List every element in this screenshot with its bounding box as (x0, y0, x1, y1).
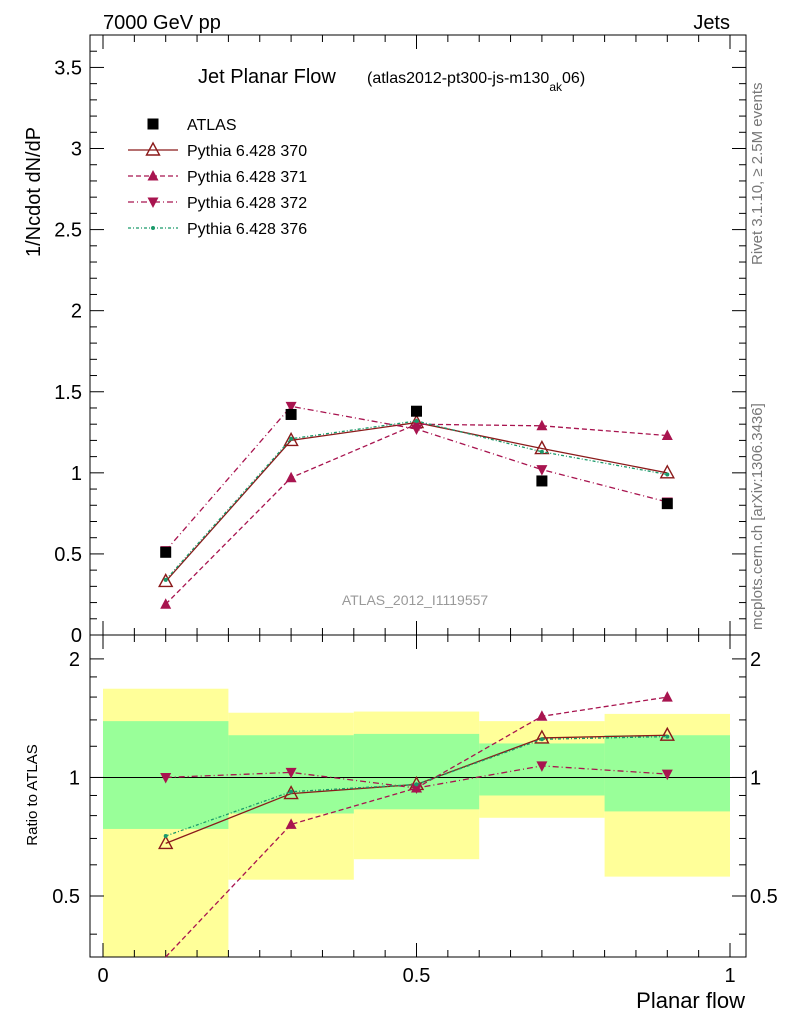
ratio-tick-label-right: 1 (750, 767, 761, 789)
header-right: Jets (693, 12, 730, 34)
chart-subtitle: (atlas2012-pt300-js-m130ak06) (367, 70, 585, 94)
legend-marker (147, 118, 159, 130)
y-tick-label: 1.5 (54, 382, 82, 404)
series-3-point (536, 465, 548, 476)
ratio-tick-label-right: 0.5 (750, 886, 778, 908)
series-4-point (163, 577, 168, 582)
y-tick-label: 1 (71, 463, 82, 485)
series-4-point (665, 472, 670, 477)
series-4-point (539, 449, 544, 454)
series-1-point (158, 573, 174, 588)
series-1-line (165, 421, 668, 582)
legend-entry: Pythia 6.428 371 (187, 169, 307, 186)
ratio-series-group (158, 691, 675, 958)
band-inner-bin (353, 733, 480, 810)
series-1-ratio-point (659, 726, 675, 741)
series-4-ratio-point (414, 782, 419, 787)
series-2-point (661, 429, 673, 441)
series-4-ratio-point (665, 734, 670, 739)
series-1-point (659, 464, 675, 479)
main-series-group (158, 401, 675, 609)
legend-marker (147, 197, 159, 208)
legend-marker (151, 226, 155, 230)
y-axis-label: 1/Ncdot dN/dP (23, 127, 45, 257)
legend: ATLAS Pythia 6.428 370 Pythia 6.428 371 Pyt… (128, 117, 307, 238)
legend-marker (147, 170, 159, 181)
series-3-point (411, 424, 422, 436)
series-2-ratio-point (285, 818, 297, 829)
y-tick-label: 2.5 (54, 220, 82, 242)
ratio-tick-label-left: 2 (69, 649, 80, 671)
legend-marker (145, 141, 161, 156)
series-1-ratio-point (534, 729, 550, 744)
legend-entry: Pythia 6.428 370 (187, 143, 307, 160)
series-2-point (160, 598, 172, 609)
series-3-ratio-point (285, 767, 297, 779)
ratio-y-axis-label: Ratio to ATLAS (24, 744, 41, 845)
chart-subtitle-end: 06) (562, 70, 585, 87)
series-4-ratio-point (163, 834, 168, 839)
series-4-ratio-point (289, 789, 294, 794)
series-3-ratio-point (411, 783, 422, 795)
series-0-point (285, 408, 297, 420)
y-tick-label: 3.5 (54, 57, 82, 79)
series-4-point (414, 418, 419, 423)
chart-subtitle-sub: ak (549, 80, 563, 94)
x-tick-label: 0.5 (403, 965, 431, 987)
legend-entry: Pythia 6.428 376 (187, 221, 307, 238)
series-1-ratio-point (158, 834, 174, 850)
axis-ticks (90, 35, 746, 957)
series-2-point (536, 419, 548, 431)
y-tick-label: 2 (71, 301, 82, 323)
series-2-line (165, 423, 668, 605)
series-4-line (165, 420, 668, 581)
axis-tick-labels: 00.511.522.533.50.5 0.51 12 20 0.5 1 (52, 57, 778, 987)
x-axis-label: Planar flow (636, 988, 745, 1013)
series-4-point (289, 436, 294, 441)
series-1-point (283, 431, 299, 447)
series-0-point (160, 546, 172, 558)
ratio-plot-frame (89, 634, 747, 958)
legend-entry: Pythia 6.428 372 (187, 195, 307, 212)
series-4-ratio-point (539, 737, 544, 742)
series-0-point (411, 405, 422, 417)
series-0-point (661, 498, 673, 510)
y-tick-label: 0.5 (54, 544, 82, 566)
x-tick-label: 0 (97, 965, 108, 987)
series-3-ratio-point (160, 772, 172, 784)
series-0-point (536, 475, 548, 487)
series-3-point (285, 401, 297, 413)
y-tick-label: 3 (71, 139, 82, 161)
series-2-ratio-point (661, 691, 673, 702)
ratio-tick-label-left: 1 (69, 767, 80, 789)
series-2-ratio-point (536, 710, 548, 721)
series-3-ratio-point (661, 769, 673, 781)
legend-entry: ATLAS (187, 117, 237, 134)
y-tick-label: 0 (71, 625, 82, 647)
ratio-tick-label-left: 0.5 (52, 886, 80, 908)
x-tick-label: 1 (724, 965, 735, 987)
ratio-tick-label-right: 2 (750, 649, 761, 671)
rivet-label: Rivet 3.1.10, ≥ 2.5M events (749, 83, 766, 266)
series-2-point (285, 471, 297, 483)
analysis-label: ATLAS_2012_I1119557 (342, 592, 489, 608)
chart-subtitle-main: (atlas2012-pt300-js-m130 (367, 70, 549, 87)
chart-title: Jet Planar Flow (198, 66, 336, 88)
header-left: 7000 GeV pp (103, 12, 221, 34)
mcplots-label: mcplots.cern.ch [arXiv:1306.3436] (749, 403, 766, 630)
series-3-ratio-point (536, 761, 548, 772)
